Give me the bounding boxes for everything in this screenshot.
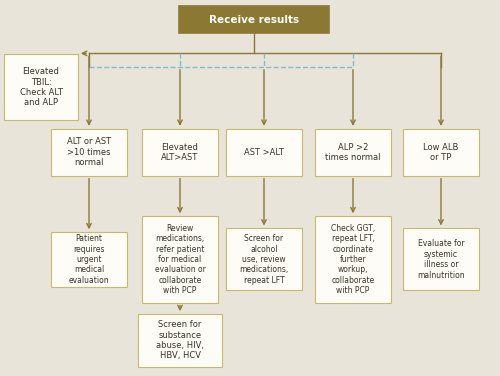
- FancyBboxPatch shape: [142, 129, 218, 176]
- Text: Patient
requires
urgent
medical
evaluation: Patient requires urgent medical evaluati…: [68, 234, 110, 285]
- Text: Elevated
ALT>AST: Elevated ALT>AST: [162, 143, 198, 162]
- FancyBboxPatch shape: [226, 229, 302, 290]
- Text: ALP >2
times normal: ALP >2 times normal: [325, 143, 381, 162]
- FancyBboxPatch shape: [403, 129, 479, 176]
- Text: Review
medications,
refer patient
for medical
evaluation or
collaborate
with PCP: Review medications, refer patient for me…: [154, 224, 206, 295]
- FancyBboxPatch shape: [51, 232, 127, 287]
- Text: Check GGT,
repeat LFT,
coordinate
further
workup,
collaborate
with PCP: Check GGT, repeat LFT, coordinate furthe…: [331, 224, 375, 295]
- FancyBboxPatch shape: [315, 129, 391, 176]
- Text: Elevated
TBIL:
Check ALT
and ALP: Elevated TBIL: Check ALT and ALP: [20, 67, 62, 107]
- FancyBboxPatch shape: [138, 314, 222, 367]
- Text: Screen for
alcohol
use, review
medications,
repeat LFT: Screen for alcohol use, review medicatio…: [240, 234, 288, 285]
- Text: Evaluate for
systemic
illness or
malnutrition: Evaluate for systemic illness or malnutr…: [417, 240, 465, 279]
- FancyBboxPatch shape: [226, 129, 302, 176]
- FancyBboxPatch shape: [51, 129, 127, 176]
- FancyBboxPatch shape: [179, 6, 329, 33]
- FancyBboxPatch shape: [315, 216, 391, 303]
- Text: Low ALB
or TP: Low ALB or TP: [424, 143, 458, 162]
- FancyBboxPatch shape: [142, 216, 218, 303]
- Text: AST >ALT: AST >ALT: [244, 148, 284, 157]
- Text: Screen for
substance
abuse, HIV,
HBV, HCV: Screen for substance abuse, HIV, HBV, HC…: [156, 320, 204, 360]
- FancyBboxPatch shape: [403, 229, 479, 290]
- Text: Receive results: Receive results: [209, 15, 299, 25]
- FancyBboxPatch shape: [4, 55, 78, 120]
- Text: ALT or AST
>10 times
normal: ALT or AST >10 times normal: [67, 137, 111, 167]
